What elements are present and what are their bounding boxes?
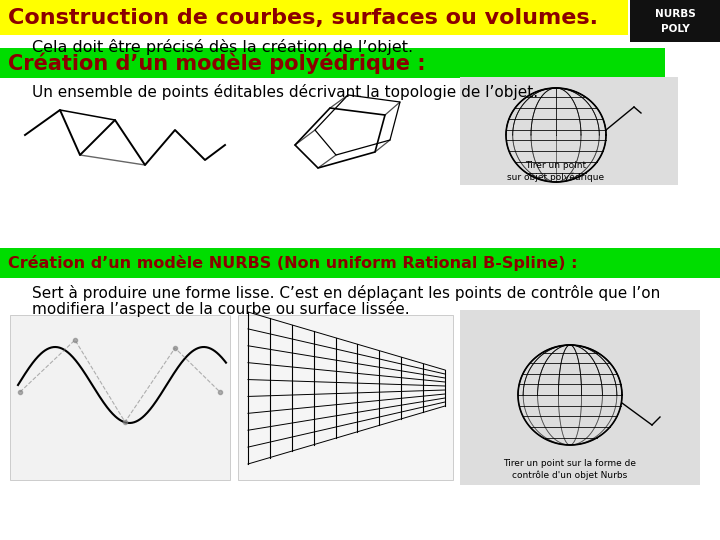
Bar (460, 310, 700, 485)
Text: Construction de courbes, surfaces ou volumes.: Construction de courbes, surfaces ou vol… (8, 8, 598, 28)
Text: NURBS: NURBS (654, 9, 696, 19)
Text: Tirer un point
sur objet polyédrique: Tirer un point sur objet polyédrique (508, 161, 605, 182)
Text: Un ensemble de points éditables décrivant la topologie de l’objet.: Un ensemble de points éditables décrivan… (32, 84, 538, 100)
Text: Cela doit être précisé dès la création de l’objet.: Cela doit être précisé dès la création d… (32, 39, 413, 55)
Text: Tirer un point sur la forme de
contrôle d'un objet Nurbs: Tirer un point sur la forme de contrôle … (503, 459, 636, 480)
Bar (460, 77, 678, 185)
Text: modifiera l’aspect de la courbe ou surface lissée.: modifiera l’aspect de la courbe ou surfa… (32, 301, 410, 317)
Text: Sert à produire une forme lisse. C’est en déplaçant les points de contrôle que l: Sert à produire une forme lisse. C’est e… (32, 285, 660, 301)
Text: Création d’un modèle polyédrique :: Création d’un modèle polyédrique : (8, 52, 426, 74)
Text: POLY: POLY (661, 24, 689, 34)
Bar (630, 0, 720, 42)
Bar (238, 315, 453, 480)
Bar (0, 248, 720, 278)
Bar (0, 48, 665, 78)
Bar (0, 0, 628, 35)
Text: Création d’un modèle NURBS (Non uniform Rational B-Spline) :: Création d’un modèle NURBS (Non uniform … (8, 255, 577, 271)
Bar (10, 315, 230, 480)
